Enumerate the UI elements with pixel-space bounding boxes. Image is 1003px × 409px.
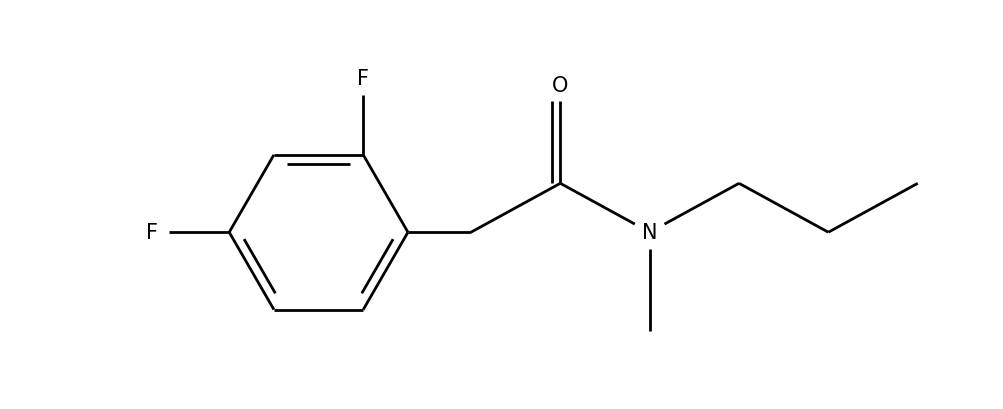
Text: O: O <box>552 75 568 95</box>
Text: F: F <box>146 222 157 243</box>
Text: N: N <box>641 222 657 243</box>
Text: F: F <box>357 69 369 88</box>
